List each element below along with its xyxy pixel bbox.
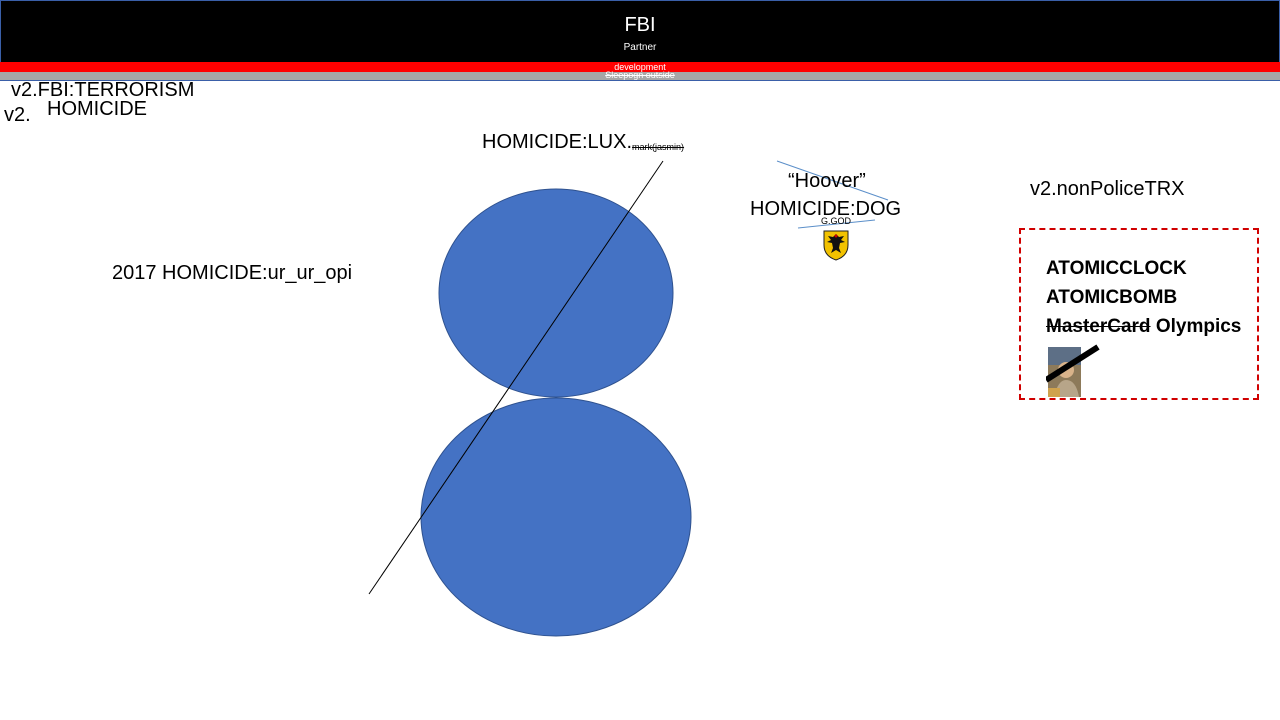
label-homicide-lux: HOMICIDE:LUX.mark(jasmin) (482, 131, 684, 154)
label-hoover: “Hoover” (788, 170, 866, 192)
diagonal-line (368, 160, 664, 595)
grey-strip-text: Sleepogn outside (605, 70, 675, 80)
german-eagle-icon (823, 230, 849, 261)
label-v2-terrorism: v2.FBI:TERRORISM (11, 79, 195, 101)
banner-subtitle: Partner (623, 42, 657, 53)
lower-circle (420, 397, 692, 637)
label-homicide: HOMICIDE (47, 98, 147, 120)
box-line-atomicbomb: ATOMICBOMB (1046, 287, 1178, 308)
box-line-mastercard-olympics: MasterCard Olympics (1046, 316, 1241, 338)
banner-title: FBI (624, 14, 656, 36)
label-ur-ur-opi: 2017 HOMICIDE:ur_ur_opi (112, 262, 353, 284)
box-line-atomicclock: ATOMICCLOCK (1046, 258, 1187, 279)
label-v2-prefix: v2. (4, 104, 31, 126)
hoover-strike-line-2 (797, 219, 876, 229)
hoover-strike-line-1 (776, 160, 889, 201)
header-banner (0, 0, 1280, 62)
olympics-text: Olympics (1155, 316, 1242, 337)
homicide-lux-text: HOMICIDE:LUX. (482, 131, 633, 153)
red-strip-text: development (614, 62, 666, 72)
dashed-box (1019, 228, 1259, 400)
label-g-god: G.GOD (821, 216, 852, 226)
person-photo-thumbnail (1046, 344, 1100, 397)
grey-strip (0, 72, 1280, 81)
lux-small-text: mark(jasmin) (632, 142, 685, 152)
upper-circle (438, 188, 674, 398)
label-non-police: v2.nonPoliceTRX (1030, 178, 1185, 200)
label-homicide-dog: HOMICIDE:DOG (750, 198, 902, 220)
red-strip (0, 62, 1280, 72)
mastercard-struck-text: MasterCard (1046, 316, 1151, 337)
